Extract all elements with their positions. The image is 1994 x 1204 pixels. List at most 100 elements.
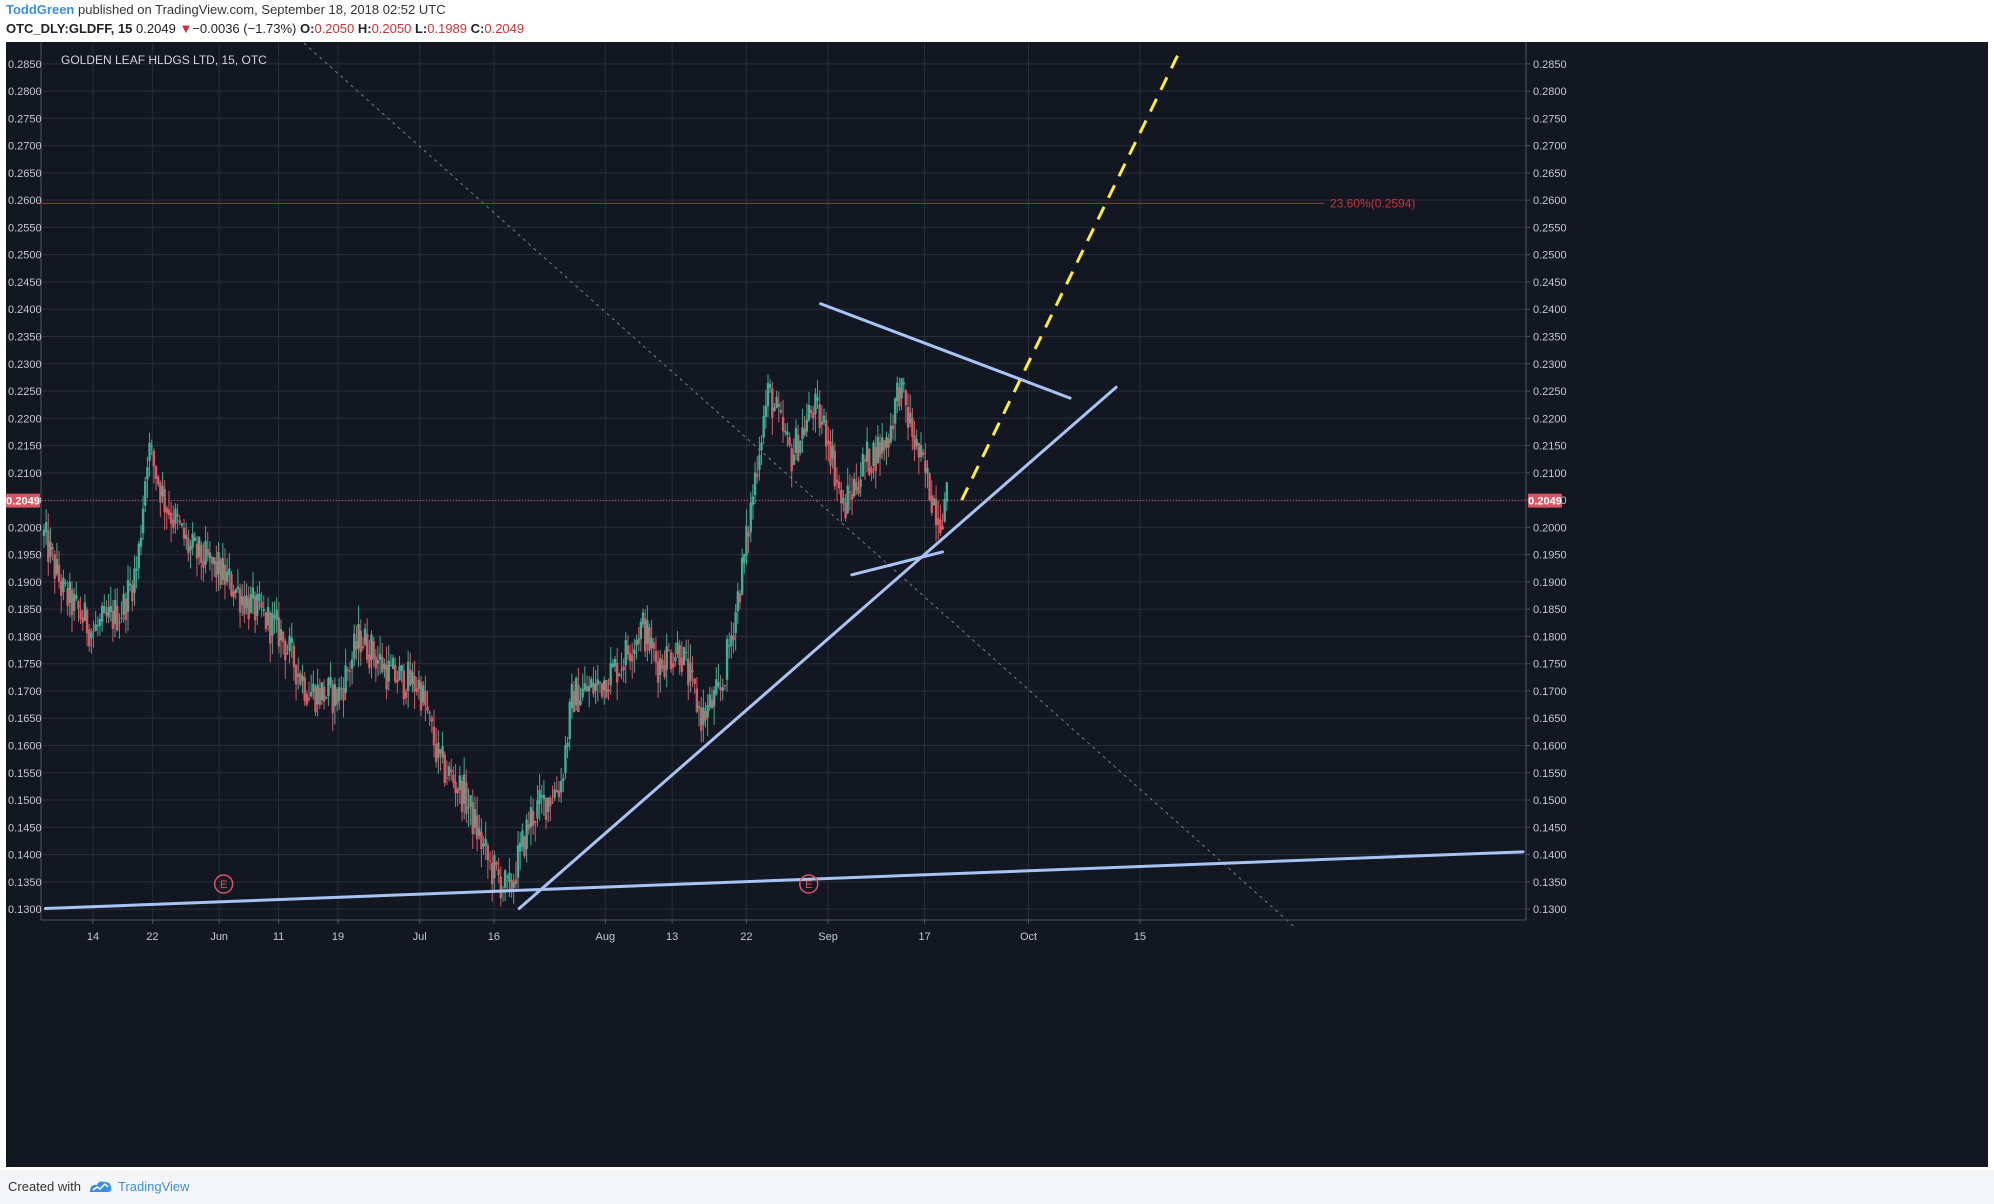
- chart-title: GOLDEN LEAF HLDGS LTD, 15, OTC: [61, 53, 267, 67]
- candle-body: [49, 541, 52, 557]
- candle-body: [628, 652, 632, 662]
- candle-body: [579, 700, 582, 705]
- y-tick-label-right: 0.2750: [1533, 113, 1567, 125]
- candle-body: [650, 638, 653, 648]
- candle-body: [488, 860, 492, 862]
- dotted-trend-line: [293, 33, 1297, 929]
- candle-body: [137, 543, 140, 569]
- candle-body: [807, 404, 811, 421]
- y-tick-label-left: 0.2650: [8, 168, 42, 180]
- candle-body: [454, 782, 457, 794]
- candle-body: [245, 595, 248, 609]
- candle-body: [363, 628, 367, 645]
- trend-line[interactable]: [517, 385, 1118, 911]
- trend-line[interactable]: [43, 850, 1525, 911]
- candle-body: [148, 442, 151, 461]
- candle-body: [861, 454, 865, 477]
- candle-body: [553, 789, 556, 799]
- candle-body: [167, 509, 171, 516]
- candle-body: [859, 479, 862, 487]
- candle-body: [96, 625, 100, 627]
- candle-body: [357, 623, 360, 649]
- candle-body: [635, 640, 638, 646]
- candle-body: [656, 661, 660, 683]
- candle-body: [223, 564, 227, 585]
- dotted-trend-line[interactable]: [293, 33, 1297, 929]
- candle-body: [333, 684, 337, 707]
- candle-body: [490, 862, 494, 885]
- y-tick-label-left: 0.1550: [8, 768, 42, 780]
- low-value: 0.1989: [427, 21, 468, 36]
- candle-body: [359, 630, 362, 653]
- candle-body: [482, 843, 485, 847]
- candle-body: [456, 789, 459, 794]
- y-tick-label-right: 0.1550: [1533, 768, 1567, 780]
- candle-body: [118, 622, 121, 624]
- candle-body: [83, 602, 87, 621]
- candle-body: [100, 605, 104, 622]
- author-link[interactable]: ToddGreen: [6, 2, 75, 17]
- right-price-axis[interactable]: [1526, 42, 1988, 1167]
- candle-body: [678, 644, 681, 666]
- candle-body: [376, 660, 380, 664]
- candle-body: [812, 412, 815, 419]
- y-tick-label-right: 0.2650: [1533, 168, 1567, 180]
- candle-body: [215, 561, 218, 578]
- candle-body: [450, 769, 453, 773]
- candle-body: [745, 525, 748, 556]
- candle-body: [342, 688, 345, 701]
- candle-body: [915, 438, 918, 447]
- candle-body: [928, 473, 931, 501]
- y-tick-label-right: 0.1650: [1533, 713, 1567, 725]
- candle-body: [146, 467, 149, 480]
- trend-line[interactable]: [819, 302, 1072, 400]
- candle-body: [57, 564, 61, 582]
- tradingview-link[interactable]: TradingView: [118, 1179, 190, 1194]
- candle-body: [844, 502, 847, 519]
- projection-line[interactable]: [960, 46, 1183, 501]
- candle-body: [669, 652, 673, 670]
- candle-body: [172, 519, 175, 528]
- candle-body: [122, 593, 125, 615]
- candle-body: [684, 652, 688, 654]
- candle-body: [891, 425, 895, 430]
- candle-body: [620, 669, 623, 671]
- candle-body: [622, 666, 625, 671]
- candle-body: [878, 441, 882, 458]
- candle-body: [79, 610, 82, 620]
- candle-body: [273, 615, 276, 618]
- candle-body: [462, 774, 466, 804]
- earnings-marker-icon[interactable]: [798, 874, 819, 894]
- candle-body: [271, 612, 274, 636]
- candle-body: [702, 707, 705, 725]
- candle-body: [480, 831, 483, 850]
- candle-body: [428, 712, 431, 714]
- candle-body: [251, 587, 255, 599]
- candle-body: [693, 678, 696, 684]
- candle-body: [781, 416, 785, 432]
- x-tick-label: Jun: [210, 931, 228, 943]
- candle-body: [189, 546, 192, 551]
- candle-body: [575, 677, 578, 706]
- candle-body: [90, 632, 93, 639]
- candle-body: [447, 766, 451, 776]
- left-price-axis[interactable]: [6, 42, 41, 1167]
- trend-line[interactable]: [850, 550, 944, 577]
- candle-body: [788, 437, 791, 446]
- candle-body: [344, 665, 347, 694]
- earnings-marker-icon[interactable]: [213, 874, 234, 894]
- candle-body: [654, 651, 658, 663]
- candle-body: [213, 557, 216, 565]
- candle-body: [557, 790, 561, 797]
- candle-body: [497, 869, 500, 876]
- high-label: H:: [357, 21, 372, 36]
- y-tick-label-right: 0.2100: [1533, 468, 1567, 480]
- y-tick-label-left: 0.1950: [8, 550, 42, 562]
- candle-body: [350, 659, 354, 669]
- candle-body: [633, 649, 636, 655]
- candle-body: [182, 527, 186, 539]
- candle-body: [184, 534, 188, 539]
